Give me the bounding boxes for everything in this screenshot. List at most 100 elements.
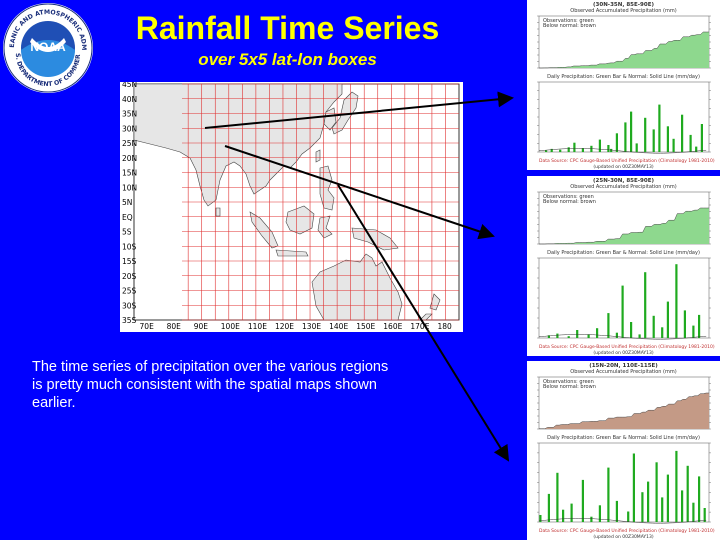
daily-bar <box>570 503 573 522</box>
lat-label: 30S <box>122 301 137 310</box>
daily-bar <box>655 462 658 522</box>
daily-bar <box>615 500 618 522</box>
data-source: Data Source: CPC Gauge-Based Unified Pre… <box>539 344 715 350</box>
lon-label: 180 <box>437 322 452 331</box>
lat-label: 25S <box>122 287 137 296</box>
accum-title: Observed Accumulated Precipitation (mm) <box>570 369 676 375</box>
daily-bar <box>624 122 627 152</box>
daily-bar <box>587 334 590 338</box>
daily-bar <box>581 479 584 522</box>
lon-label: 120E <box>275 322 294 331</box>
daily-bar <box>567 147 570 152</box>
lat-lon-grid-map: 45N 40N 35N 30N 25N 20N 15N 10N 5N EQ 5S 10S 15S 20S 2… <box>120 80 463 332</box>
legend-below-normal: Below normal: brown <box>543 384 596 390</box>
daily-bar <box>666 474 669 522</box>
daily-bar <box>598 505 601 522</box>
daily-bar <box>652 315 655 338</box>
daily-bar <box>692 325 695 338</box>
daily-title: Daily Precipitation: Green Bar & Normal:… <box>547 250 700 256</box>
lat-label: 10N <box>122 183 137 192</box>
lat-label: 35S <box>122 316 137 325</box>
daily-bar <box>695 146 698 152</box>
updated-note: (updated on 00Z30MAY13) <box>593 164 654 170</box>
panel-header: (15N-20N, 110E-115E) <box>589 363 658 369</box>
lat-label: 40N <box>122 95 137 104</box>
daily-bar <box>644 272 647 338</box>
legend-observations: Observations: green <box>543 18 594 24</box>
accumulated-area <box>539 32 709 68</box>
time-series-panel-3: (15N-20N, 110E-115E) Observed Accumulated… <box>527 361 720 540</box>
daily-bar <box>700 124 703 152</box>
lat-label: 5S <box>122 228 132 237</box>
lat-label: 20S <box>122 272 137 281</box>
daily-bar <box>672 138 675 152</box>
daily-bar <box>686 465 689 522</box>
daily-bar <box>615 332 618 338</box>
daily-bar <box>638 334 641 338</box>
daily-bar <box>666 301 669 338</box>
daily-bar <box>627 511 630 522</box>
daily-bar <box>683 310 686 338</box>
daily-bar <box>698 314 701 338</box>
daily-bar <box>698 476 701 522</box>
daily-bar <box>610 148 613 152</box>
legend-below-normal: Below normal: brown <box>543 23 596 29</box>
daily-bar <box>681 490 684 522</box>
daily-bar <box>621 285 624 338</box>
daily-title: Daily Precipitation: Green Bar & Normal:… <box>547 74 700 80</box>
daily-bar <box>675 450 678 522</box>
daily-bar <box>590 516 593 522</box>
daily-title: Daily Precipitation: Green Bar & Normal:… <box>547 435 700 441</box>
lat-label: 5N <box>122 198 132 207</box>
updated-note: (updated on 00Z30MAY13) <box>593 534 654 540</box>
daily-bar <box>607 467 610 522</box>
daily-bar <box>547 335 550 338</box>
updated-note: (updated on 00Z30MAY13) <box>593 350 654 356</box>
daily-normal-line <box>538 334 707 340</box>
daily-bar <box>573 142 576 152</box>
time-series-panel-1: (30N-35N, 85E-90E) Observed Accumulated P… <box>527 0 720 170</box>
time-series-panel-2: (25N-30N, 85E-90E) Observed Accumulated P… <box>527 176 720 356</box>
daily-bar <box>647 481 650 522</box>
lon-label: 80E <box>167 322 182 331</box>
daily-bar <box>632 453 635 522</box>
daily-bar <box>581 148 584 152</box>
daily-bar <box>567 336 570 338</box>
daily-bar <box>562 509 565 522</box>
daily-bar <box>539 515 542 522</box>
daily-bar <box>550 148 553 152</box>
lon-label: 130E <box>302 322 321 331</box>
daily-bar <box>598 139 601 152</box>
noaa-logo: NATIONAL OCEANIC AND ATMOSPHERIC ADMINIS… <box>2 2 93 93</box>
daily-bar <box>635 143 638 152</box>
daily-normal-line <box>538 148 707 154</box>
panel-header: (25N-30N, 85E-90E) <box>593 178 654 184</box>
daily-bar <box>661 497 664 522</box>
lat-label: 15N <box>122 169 137 178</box>
daily-bar <box>545 150 548 152</box>
daily-bar <box>661 327 664 338</box>
accumulated-normal-line <box>539 207 709 245</box>
lat-label: EQ <box>122 213 133 222</box>
legend-observations: Observations: green <box>543 194 594 200</box>
legend-below-normal: Below normal: brown <box>543 199 596 205</box>
legend-observations: Observations: green <box>543 379 594 385</box>
lat-label: 45N <box>122 82 137 89</box>
daily-bar <box>547 493 550 522</box>
lon-label: 100E <box>221 322 240 331</box>
daily-bar <box>681 114 684 152</box>
lon-label: 70E <box>140 322 155 331</box>
daily-bar <box>675 264 678 338</box>
lon-label: 150E <box>356 322 375 331</box>
lon-label: 170E <box>410 322 429 331</box>
daily-bar <box>692 502 695 522</box>
logo-text: NOAA <box>30 40 66 54</box>
accumulated-normal-line <box>539 31 709 69</box>
daily-bar <box>641 492 644 522</box>
accumulated-normal-line <box>539 392 709 429</box>
lat-label: 10S <box>122 242 137 251</box>
daily-bar <box>666 126 669 152</box>
daily-bar <box>689 134 692 152</box>
daily-bar <box>559 149 562 152</box>
panel-header: (30N-35N, 85E-90E) <box>593 2 654 8</box>
